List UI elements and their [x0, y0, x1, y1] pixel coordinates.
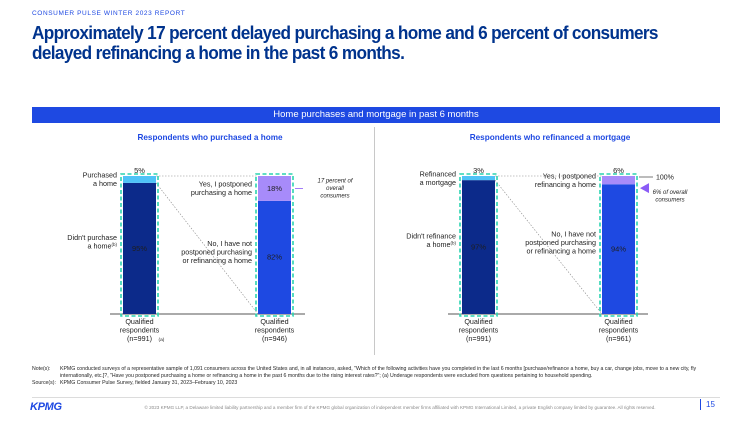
page-title: Approximately 17 percent delayed purchas…: [32, 22, 659, 63]
category-label: (n=991): [466, 334, 491, 343]
segment-label: Yes, I postponed: [199, 180, 252, 189]
panel-title-refinanced: Respondents who refinanced a mortgage: [469, 133, 631, 142]
connector-line: [155, 182, 259, 315]
bar-outline: [255, 173, 294, 317]
source-key: Source(s):: [32, 380, 56, 386]
category-label: Qualified: [464, 317, 492, 326]
segment-label: a mortgage: [420, 178, 456, 187]
annotation-text: consumers: [320, 193, 349, 199]
category-label: respondents: [459, 326, 499, 335]
value-label: 18%: [267, 184, 282, 193]
note-text: KPMG conducted surveys of a representati…: [60, 366, 697, 379]
segment-label: or refinancing a home: [182, 256, 252, 265]
bar-outline: [459, 173, 498, 317]
segment-label: Didn't purchase: [67, 233, 117, 242]
category-label: Qualified: [125, 317, 153, 326]
top-label: 100%: [656, 175, 674, 182]
bar-segment: [258, 176, 291, 201]
report-label: CONSUMER PULSE WINTER 2023 REPORT: [32, 10, 186, 17]
segment-label: purchasing a home: [191, 188, 252, 197]
bar-segment: [462, 176, 495, 181]
panel-divider: [374, 127, 375, 355]
segment-label: No, I have not: [551, 230, 596, 239]
segment-label: No, I have not: [207, 239, 252, 248]
value-label: 3%: [473, 166, 484, 175]
segment-label: Purchased: [83, 171, 117, 180]
annotation-text: consumers: [655, 198, 684, 204]
bar-segment: [602, 184, 635, 314]
category-label: respondents: [120, 326, 160, 335]
page-divider: [700, 399, 701, 410]
category-label: respondents: [599, 326, 639, 335]
value-label: 5%: [134, 166, 145, 175]
annotation-text: 17 percent of: [317, 178, 353, 184]
panel-title-purchased: Respondents who purchased a home: [137, 133, 283, 142]
segment-label: or refinancing a home: [526, 247, 596, 256]
notes: Note(s): KPMG conducted surveys of a rep…: [32, 366, 722, 387]
annotation-arrow-icon: [640, 183, 649, 194]
segment-label: postponed purchasing: [525, 238, 596, 247]
value-label: 97%: [471, 243, 486, 252]
segment-label: a home(b): [88, 242, 118, 251]
footer-divider: [32, 397, 720, 398]
note-key: Note(s):: [32, 366, 51, 372]
segment-label: postponed purchasing: [181, 247, 252, 256]
segment-label: a home(b): [427, 240, 457, 249]
source-text: KPMG Consumer Pulse Survey, fielded Janu…: [60, 380, 238, 386]
section-band: Home purchases and mortgage in past 6 mo…: [32, 107, 720, 123]
value-label: 82%: [267, 253, 282, 262]
segment-label: Refinanced: [420, 169, 456, 178]
category-label: Qualified: [260, 317, 288, 326]
segment-label: Didn't refinance: [406, 232, 456, 241]
segment-label: a home: [93, 179, 117, 188]
category-label: (n=991): [127, 334, 152, 343]
category-superscript: (a): [159, 337, 165, 343]
page-number: 15: [706, 400, 715, 409]
annotation-text: 6% of overall: [653, 190, 688, 196]
bar-segment: [602, 176, 635, 185]
copyright: © 2023 KPMG LLP, a Delaware limited liab…: [144, 405, 656, 410]
category-label: (n=946): [262, 334, 287, 343]
value-label: 6%: [613, 166, 624, 175]
bar-segment: [258, 200, 291, 314]
value-label: 94%: [611, 245, 626, 254]
annotation-text: overall: [326, 186, 344, 192]
bar-outline: [120, 173, 159, 317]
category-label: Qualified: [604, 317, 632, 326]
segment-label: refinancing a home: [535, 180, 596, 189]
bar-segment: [123, 176, 156, 183]
category-label: (n=961): [606, 334, 631, 343]
bar-outline: [599, 173, 638, 317]
segment-label: Yes, I postponed: [543, 171, 596, 180]
bar-segment: [123, 182, 156, 314]
bar-segment: [462, 180, 495, 314]
category-label: respondents: [255, 326, 295, 335]
kpmg-logo: KPMG: [30, 401, 62, 413]
value-label: 95%: [132, 244, 147, 253]
